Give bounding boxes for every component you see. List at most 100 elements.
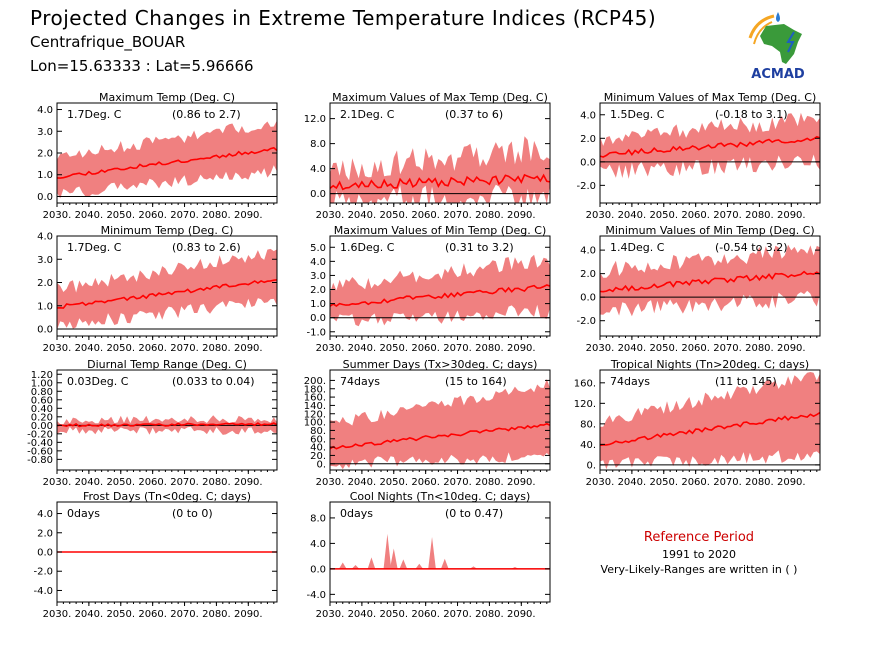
y-tick-label: 160. <box>304 393 326 404</box>
x-tick-label: 2090. <box>234 477 263 488</box>
x-tick-label: 2060. <box>411 210 440 221</box>
y-tick-label: 4.0 <box>37 232 53 243</box>
x-tick-label: 2090. <box>777 210 806 221</box>
x-tick-label: 2040. <box>348 210 377 221</box>
y-tick-label: -0.80 <box>27 455 53 466</box>
y-tick-label: -2.0 <box>576 181 596 192</box>
panel-frame <box>329 102 551 204</box>
plot-area <box>330 378 550 470</box>
x-tick-label: 2090. <box>234 609 263 620</box>
plot-area <box>57 415 277 435</box>
y-tick-label: 3.0 <box>37 255 53 266</box>
y-tick-label: 4.0 <box>310 539 326 550</box>
x-tick-label: 2080. <box>202 343 231 354</box>
reference-period-years: 1991 to 2020 <box>661 548 737 561</box>
x-tick-label: 2050. <box>379 343 408 354</box>
median-value-label: 1.6Deg. C <box>340 241 395 254</box>
chart-title: Minimum Values of Min Temp (Deg. C) <box>605 224 814 237</box>
likely-range-band <box>57 248 277 330</box>
station-name: Centrafrique_BOUAR <box>30 33 186 51</box>
median-line <box>330 422 550 450</box>
plot-area <box>600 244 820 317</box>
y-tick-label: 0.0 <box>310 564 326 575</box>
likely-range-label: (0.86 to 2.7) <box>172 108 241 121</box>
median-line <box>57 422 277 428</box>
likely-range-label: (-0.18 to 3.1) <box>715 108 788 121</box>
median-value-label: 74days <box>610 375 650 388</box>
chart-title: Maximum Values of Min Temp (Deg. C) <box>334 224 547 237</box>
y-tick-label: 0.60 <box>31 395 53 406</box>
y-tick-label: 0.0 <box>580 157 596 168</box>
y-tick-label: 8.0 <box>310 139 326 150</box>
x-tick-label: 2050. <box>649 477 678 488</box>
y-tick-label: 0.80 <box>31 387 53 398</box>
x-tick-label: 2090. <box>234 210 263 221</box>
median-line <box>600 411 820 447</box>
spike-6 <box>399 559 408 569</box>
y-tick-label: -4.0 <box>306 590 326 601</box>
median-value-label: 1.7Deg. C <box>67 241 122 254</box>
chart-panel-8: 0.20.40.60.80.100.120.140.160.180.200. 20… <box>304 358 551 488</box>
y-tick-label: 2.0 <box>580 269 596 280</box>
median-value-label: 0days <box>340 507 373 520</box>
x-tick-label: 2090. <box>507 343 536 354</box>
y-tick-label: 2.0 <box>37 278 53 289</box>
panel-frame <box>329 235 551 337</box>
y-tick-label: 2.0 <box>310 285 326 296</box>
x-tick-label: 2030. <box>316 343 345 354</box>
x-tick-label: 2060. <box>138 609 167 620</box>
likely-range-label: (0 to 0) <box>172 507 213 520</box>
y-tick-label: 4.0 <box>310 164 326 175</box>
likely-range-label: (15 to 164) <box>445 375 507 388</box>
x-tick-label: 2060. <box>138 343 167 354</box>
y-tick-label: 1.00 <box>31 378 53 389</box>
panel-frame <box>599 102 821 204</box>
plot-area <box>330 136 550 203</box>
panel-frame <box>56 369 278 471</box>
y-tick-label: 200. <box>304 376 326 387</box>
y-tick-label: -0.60 <box>27 446 53 457</box>
y-tick-label: 0.0 <box>37 548 53 559</box>
y-tick-label: 120. <box>304 409 326 420</box>
chart-title: Maximum Values of Max Temp (Deg. C) <box>332 91 548 104</box>
chart-panel-10: -4.0 -2.0 0.0 2.0 4.0 2030. 2040. 2050. 2060. 207… <box>33 490 278 620</box>
chart-panel-9: 0. 40. 80. 120. 160. 2030. 2040. 2050. 2060. 2070… <box>574 358 821 488</box>
likely-range-band <box>600 372 820 470</box>
x-tick-label: 2070. <box>170 343 199 354</box>
median-value-label: 1.4Deg. C <box>610 241 665 254</box>
plot-area <box>330 533 550 570</box>
y-tick-label: 2.0 <box>37 528 53 539</box>
spike-9 <box>440 558 449 569</box>
likely-range-band <box>330 254 550 327</box>
x-tick-label: 2080. <box>475 210 504 221</box>
x-tick-label: 2070. <box>713 343 742 354</box>
median-value-label: 0days <box>67 507 100 520</box>
x-tick-label: 2070. <box>170 210 199 221</box>
y-tick-label: 40. <box>310 443 326 454</box>
x-tick-label: 2070. <box>443 343 472 354</box>
x-tick-label: 2040. <box>348 343 377 354</box>
y-tick-label: -1.0 <box>306 327 326 338</box>
likely-range-band <box>600 244 820 317</box>
x-tick-label: 2040. <box>618 477 647 488</box>
x-tick-label: 2030. <box>43 477 72 488</box>
y-tick-label: 120. <box>574 399 596 410</box>
page-title: Projected Changes in Extreme Temperature… <box>30 6 657 30</box>
x-tick-label: 2050. <box>649 210 678 221</box>
x-tick-label: 2050. <box>106 477 135 488</box>
x-tick-label: 2090. <box>234 343 263 354</box>
x-tick-label: 2050. <box>649 343 678 354</box>
x-tick-label: 2030. <box>586 343 615 354</box>
x-tick-label: 2080. <box>745 477 774 488</box>
x-tick-label: 2040. <box>75 343 104 354</box>
median-line <box>600 135 820 158</box>
y-tick-label: 4.0 <box>310 257 326 268</box>
y-tick-label: 0.40 <box>31 404 53 415</box>
spike-1 <box>338 562 347 569</box>
y-tick-label: 1.0 <box>37 301 53 312</box>
africa-map-logo-icon: ACMAD <box>748 12 805 82</box>
x-tick-label: 2030. <box>43 343 72 354</box>
chart-title: Maximum Temp (Deg. C) <box>99 91 235 104</box>
likely-range-band <box>330 136 550 203</box>
